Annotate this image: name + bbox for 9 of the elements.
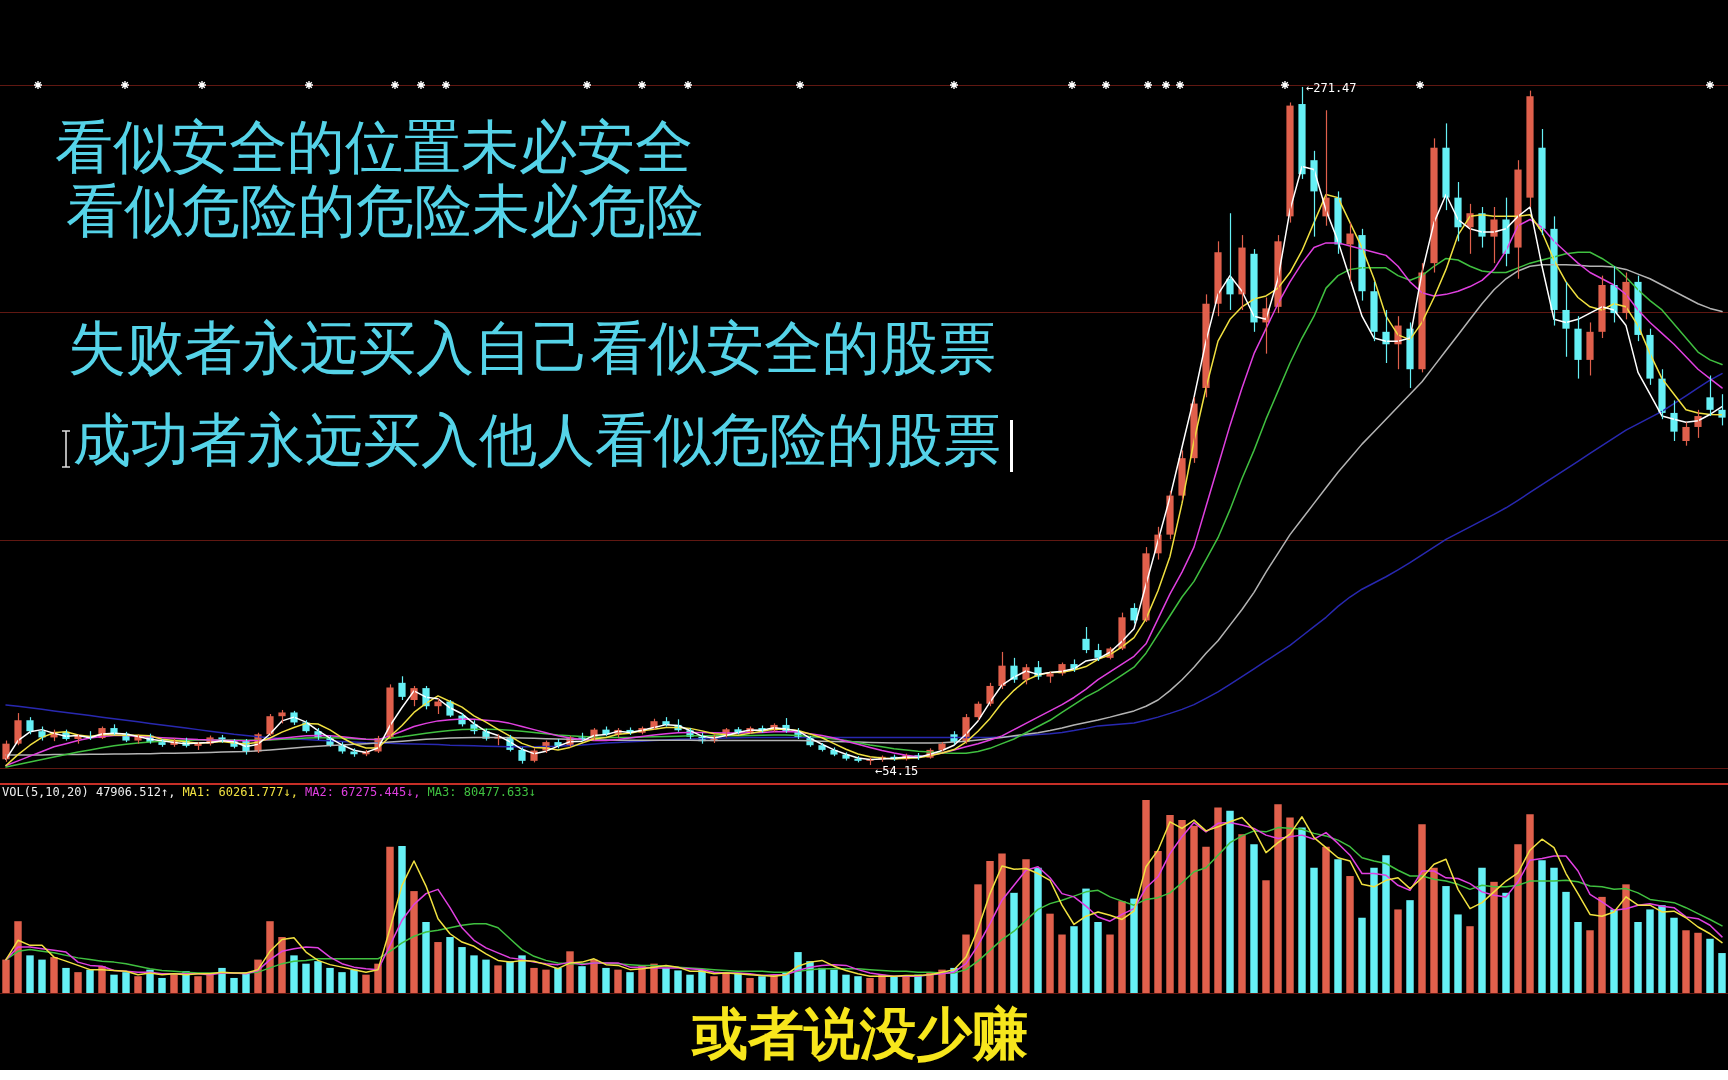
text: 或者说没少赚: [692, 1001, 1028, 1066]
annotation: ←54.15: [875, 764, 919, 778]
text: MA3: 80477.633↓: [427, 785, 536, 799]
text: MA2: 67275.445↓,: [304, 785, 421, 799]
chart-title: VOL(5,10,20) 47906.512↑,: [2, 785, 176, 799]
annotation: 失败者永远买入自己看似安全的股票: [68, 314, 996, 382]
annotation: ←271.47: [1306, 81, 1357, 95]
annotation: 成功者永远买入他人看似危险的股票: [73, 406, 1001, 474]
text: MA1: 60261.777↓,: [182, 785, 298, 799]
